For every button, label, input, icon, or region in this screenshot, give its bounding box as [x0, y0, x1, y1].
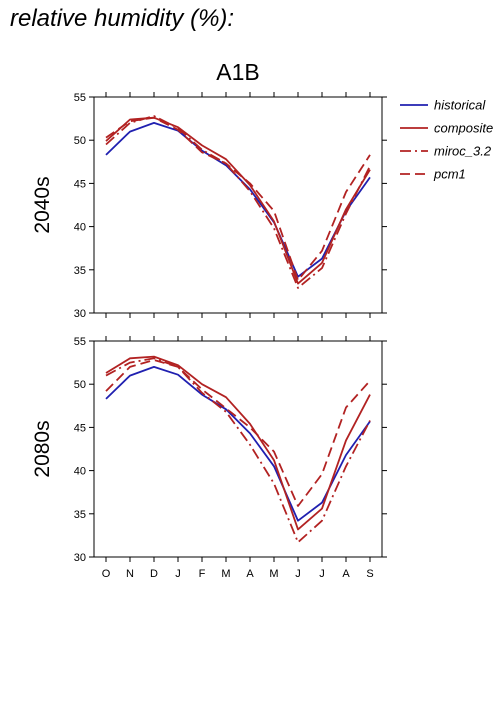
x-tick-label: F	[199, 568, 206, 580]
x-tick-label: M	[269, 568, 278, 580]
series-line-composite	[105, 116, 371, 285]
x-tick-label: J	[295, 568, 301, 580]
x-tick-label: D	[150, 568, 158, 580]
x-tick-label: A	[246, 568, 254, 580]
x-tick-label: J	[175, 568, 181, 580]
y-tick-label: 45	[74, 422, 86, 434]
legend-label-historical: historical	[434, 98, 486, 113]
x-tick-label: S	[366, 568, 373, 580]
legend-label-miroc: miroc_3.2	[434, 144, 492, 159]
page-title: relative humidity (%):	[10, 5, 235, 32]
y-tick-label: 55	[74, 92, 86, 104]
series-line-miroc	[105, 115, 371, 289]
series-line-historical	[105, 122, 371, 278]
y-tick-label: 55	[74, 336, 86, 348]
series-line-composite	[105, 355, 371, 531]
panel-label: 2040s	[31, 176, 54, 233]
y-tick-label: 30	[74, 308, 86, 320]
x-tick-label: J	[319, 568, 325, 580]
y-tick-label: 35	[74, 509, 86, 521]
plot-frame	[93, 96, 383, 314]
scenario-label: A1B	[216, 59, 259, 85]
y-tick-label: 45	[74, 178, 86, 190]
y-tick-label: 50	[74, 135, 86, 147]
plot-frame	[93, 340, 383, 558]
series-line-pcm	[105, 116, 371, 282]
y-tick-label: 40	[74, 222, 86, 234]
series-line-miroc	[105, 357, 371, 544]
y-tick-label: 30	[74, 552, 86, 564]
legend-label-pcm: pcm1	[433, 167, 466, 182]
panel-label: 2080s	[31, 420, 54, 477]
series-line-pcm	[105, 359, 371, 507]
x-tick-label: N	[126, 568, 134, 580]
y-tick-label: 50	[74, 379, 86, 391]
y-tick-label: 40	[74, 466, 86, 478]
y-tick-label: 35	[74, 265, 86, 277]
x-tick-label: O	[102, 568, 111, 580]
x-tick-label: A	[342, 568, 350, 580]
series-line-historical	[105, 365, 371, 522]
legend-label-composite: composite	[434, 121, 493, 136]
x-tick-label: M	[221, 568, 230, 580]
